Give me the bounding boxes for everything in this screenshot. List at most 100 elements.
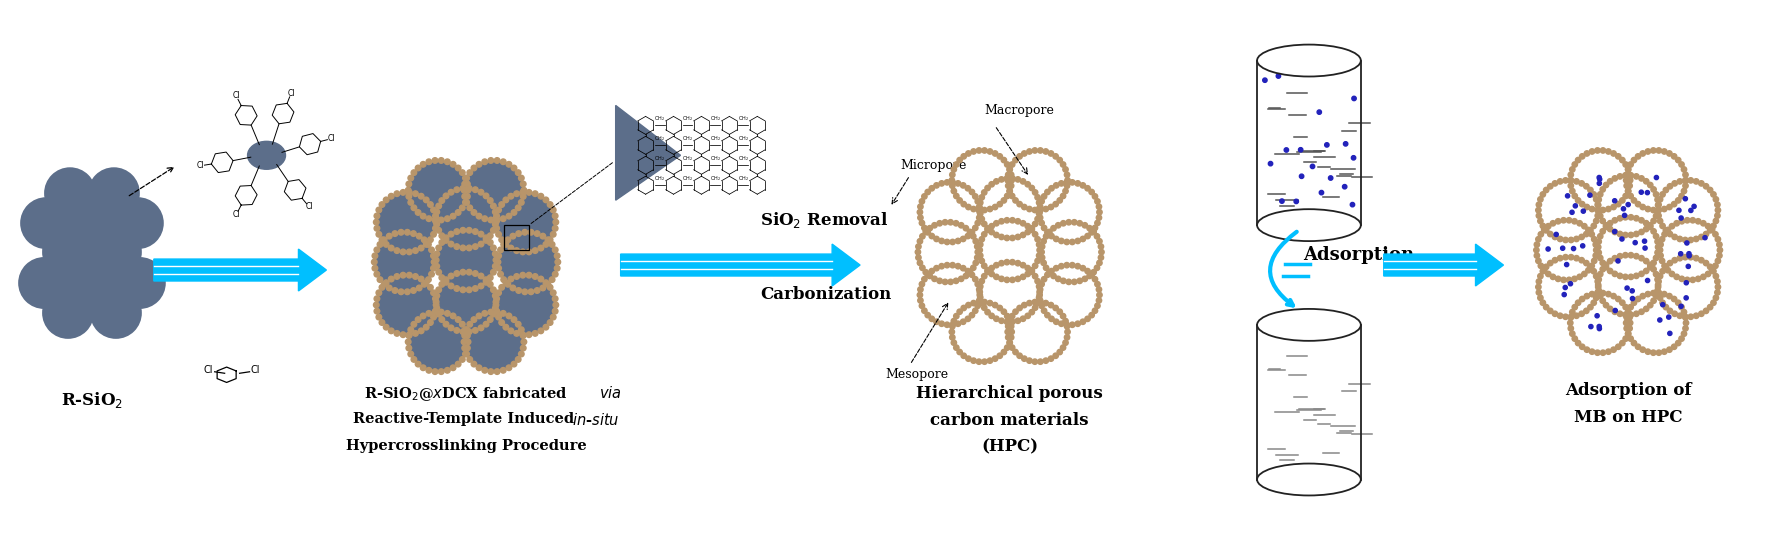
Circle shape — [515, 288, 522, 293]
Circle shape — [1699, 234, 1705, 240]
Circle shape — [1648, 224, 1653, 230]
Circle shape — [393, 231, 398, 236]
Circle shape — [1687, 254, 1692, 258]
Circle shape — [1097, 209, 1103, 215]
Circle shape — [481, 367, 487, 373]
Circle shape — [1018, 305, 1023, 311]
Circle shape — [920, 265, 926, 270]
Circle shape — [419, 161, 427, 167]
Circle shape — [1005, 329, 1011, 334]
Circle shape — [439, 282, 444, 287]
Circle shape — [1032, 359, 1037, 365]
Circle shape — [1623, 162, 1628, 167]
Circle shape — [1605, 149, 1611, 154]
Circle shape — [1639, 271, 1644, 277]
Circle shape — [950, 319, 956, 324]
Circle shape — [1053, 183, 1058, 188]
Circle shape — [373, 213, 381, 219]
Circle shape — [982, 190, 988, 195]
Circle shape — [1574, 255, 1579, 261]
Text: CH$_2$: CH$_2$ — [738, 134, 749, 143]
Circle shape — [979, 195, 984, 200]
Circle shape — [1566, 277, 1572, 283]
Circle shape — [1064, 183, 1069, 189]
Circle shape — [1009, 178, 1014, 183]
Circle shape — [430, 314, 437, 320]
Circle shape — [538, 245, 543, 251]
Circle shape — [1657, 295, 1662, 301]
Circle shape — [1012, 157, 1018, 163]
Circle shape — [464, 327, 469, 333]
Circle shape — [966, 302, 972, 308]
Circle shape — [1536, 284, 1542, 290]
Circle shape — [1589, 206, 1595, 212]
Circle shape — [984, 227, 989, 232]
Circle shape — [450, 161, 457, 167]
Circle shape — [1653, 234, 1658, 239]
Circle shape — [1002, 157, 1007, 163]
Circle shape — [966, 356, 972, 361]
Circle shape — [1623, 232, 1628, 237]
Circle shape — [945, 322, 950, 328]
Polygon shape — [1384, 244, 1503, 286]
Circle shape — [956, 264, 961, 269]
Circle shape — [442, 193, 450, 199]
Circle shape — [1586, 227, 1591, 232]
Circle shape — [1037, 295, 1043, 300]
Circle shape — [1536, 258, 1542, 264]
Circle shape — [432, 309, 439, 314]
Circle shape — [1351, 156, 1356, 160]
Circle shape — [1096, 204, 1101, 209]
Circle shape — [1032, 273, 1037, 279]
Circle shape — [1689, 237, 1694, 242]
Circle shape — [432, 259, 437, 265]
Circle shape — [515, 170, 520, 175]
Circle shape — [1598, 217, 1658, 277]
Circle shape — [379, 237, 384, 242]
Circle shape — [963, 226, 968, 231]
Ellipse shape — [1257, 45, 1361, 77]
Circle shape — [384, 197, 389, 203]
Circle shape — [1044, 230, 1050, 235]
Circle shape — [1041, 225, 1046, 231]
Circle shape — [1657, 273, 1662, 279]
Circle shape — [977, 287, 982, 292]
Circle shape — [1540, 300, 1545, 305]
Circle shape — [1612, 229, 1618, 235]
Circle shape — [504, 237, 512, 242]
Circle shape — [1655, 203, 1660, 208]
Circle shape — [1694, 313, 1699, 319]
Circle shape — [977, 215, 982, 221]
Circle shape — [1582, 271, 1588, 277]
Circle shape — [453, 270, 460, 276]
Circle shape — [434, 222, 439, 227]
Circle shape — [1689, 208, 1692, 212]
Circle shape — [375, 314, 382, 320]
Circle shape — [381, 282, 388, 287]
Circle shape — [1703, 308, 1708, 314]
Circle shape — [407, 327, 414, 333]
Circle shape — [1064, 335, 1069, 340]
Circle shape — [1600, 218, 1605, 223]
Circle shape — [922, 229, 929, 235]
Circle shape — [411, 205, 416, 211]
Circle shape — [533, 274, 538, 279]
Circle shape — [1627, 172, 1632, 178]
Circle shape — [489, 158, 494, 164]
Circle shape — [970, 312, 975, 318]
Circle shape — [453, 187, 460, 193]
Circle shape — [1625, 286, 1628, 290]
Circle shape — [1635, 153, 1641, 159]
Circle shape — [435, 203, 441, 209]
Circle shape — [1597, 175, 1602, 180]
Circle shape — [1025, 181, 1030, 187]
Circle shape — [471, 317, 476, 323]
Ellipse shape — [1257, 209, 1361, 241]
Circle shape — [1655, 244, 1660, 250]
Circle shape — [455, 165, 460, 171]
Circle shape — [1618, 231, 1623, 237]
Text: CH$_2$: CH$_2$ — [710, 114, 720, 123]
Circle shape — [1004, 319, 1009, 324]
Circle shape — [400, 190, 405, 195]
Circle shape — [1099, 249, 1104, 255]
